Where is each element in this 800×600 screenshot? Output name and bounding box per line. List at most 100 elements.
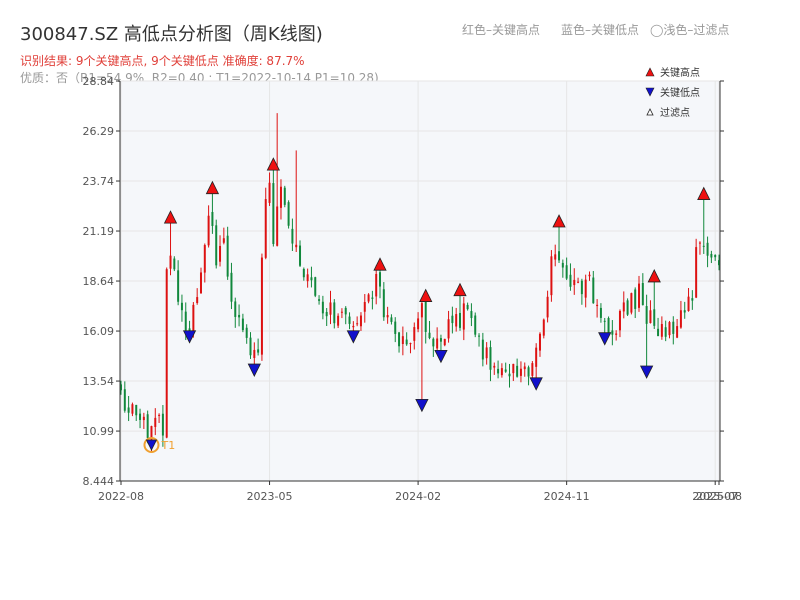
- candle-body: [607, 318, 610, 334]
- candle-body: [268, 182, 271, 203]
- key-high-marker: [419, 288, 433, 302]
- header-legend-filter: ◯浅色–过滤点: [650, 23, 730, 37]
- candle-body: [321, 301, 324, 314]
- candle-body: [634, 289, 637, 309]
- candle-body: [287, 202, 290, 226]
- key-low-marker: [639, 365, 654, 379]
- candle-body: [485, 347, 488, 359]
- candle-body: [439, 338, 442, 342]
- candle-body: [146, 414, 149, 438]
- candle-body: [679, 310, 682, 328]
- candle-body: [139, 413, 142, 420]
- t1-label: T1: [160, 439, 175, 452]
- candle-body: [596, 304, 599, 307]
- candle-body: [508, 373, 511, 377]
- candle-body: [481, 339, 484, 360]
- candle-body: [683, 310, 686, 313]
- key-high-marker: [697, 186, 711, 200]
- key-low-marker: [182, 330, 197, 344]
- markers: T1: [143, 157, 711, 453]
- candle-body: [710, 253, 713, 258]
- candle-body: [626, 300, 629, 315]
- chart-title: 300847.SZ 高低点分析图（周K线图): [20, 24, 323, 45]
- candle-body: [649, 310, 652, 324]
- candle-body: [577, 281, 580, 283]
- key-high-marker: [266, 157, 281, 171]
- candle-body: [184, 311, 187, 331]
- candle-body: [558, 251, 561, 261]
- candle-body: [226, 235, 229, 277]
- t1-ring: [143, 436, 160, 453]
- candle-body: [489, 347, 492, 370]
- candle-body: [420, 303, 423, 318]
- candle-body: [188, 328, 191, 331]
- candle-body: [302, 268, 305, 278]
- candle-body: [310, 277, 313, 281]
- candle-body: [447, 319, 450, 339]
- y-tick-label: 26.29: [83, 125, 115, 138]
- candle-body: [295, 244, 298, 248]
- candle-body: [691, 298, 694, 301]
- candle-body: [241, 318, 244, 331]
- legend-label: 关键高点: [660, 66, 700, 79]
- candle-body: [120, 384, 122, 391]
- candle-body: [196, 297, 199, 303]
- key-low-marker: [598, 332, 612, 346]
- y-tick-label: 8.444: [83, 475, 115, 488]
- candle-body: [333, 302, 336, 324]
- candle-body: [264, 199, 267, 258]
- candle-body: [516, 365, 519, 377]
- candle-body: [653, 309, 656, 326]
- candle-body: [142, 416, 145, 421]
- candle-body: [504, 369, 507, 372]
- candle-body: [531, 363, 534, 376]
- candle-body: [538, 333, 541, 351]
- x-tick-label: 2022-08: [98, 490, 144, 503]
- candle-body: [337, 315, 340, 326]
- legend-low-symbol: [645, 87, 655, 97]
- candle-body: [584, 279, 587, 298]
- candle-body: [314, 277, 317, 296]
- legend-label: 关键低点: [660, 86, 700, 99]
- candle-body: [668, 322, 671, 336]
- candle-body: [554, 254, 557, 260]
- x-tick-label: 2024-02: [395, 490, 441, 503]
- candle-body: [618, 310, 621, 331]
- t1-marker: [145, 439, 158, 451]
- candle-body: [283, 187, 286, 205]
- candle-body: [455, 314, 458, 327]
- candle-body: [211, 211, 214, 226]
- key-high-marker: [453, 282, 467, 297]
- candle-body: [470, 311, 473, 319]
- candle-body: [660, 324, 663, 337]
- candle-body: [356, 323, 359, 325]
- candle-body: [458, 312, 461, 328]
- candle-body: [599, 307, 602, 318]
- candle-body: [630, 293, 633, 313]
- axes: 8.444 10.99 13.54 16.09 18.64 21.19 23.74 26.29…: [83, 75, 742, 503]
- candle-body: [249, 337, 252, 356]
- candle-body: [329, 302, 332, 315]
- candle-body: [279, 186, 282, 208]
- header-legend-low: 蓝色–关键低点: [561, 23, 640, 37]
- y-tick-label: 10.99: [83, 425, 115, 438]
- candle-body: [291, 228, 294, 244]
- candle-body: [550, 256, 553, 296]
- candle-body: [154, 417, 157, 427]
- y-tick-label: 13.54: [83, 375, 115, 388]
- candle-body: [180, 302, 183, 311]
- candle-body: [676, 326, 679, 338]
- candle-body: [615, 333, 618, 335]
- candle-body: [478, 335, 481, 337]
- candle-body: [413, 327, 416, 341]
- candle-body: [375, 273, 378, 297]
- candle-body: [177, 270, 180, 302]
- candle-body: [219, 245, 222, 262]
- candle-body: [664, 327, 667, 337]
- candle-body: [546, 296, 549, 318]
- legend-filter-symbol: [646, 108, 654, 116]
- y-tick-label: 18.64: [83, 275, 115, 288]
- candle-body: [161, 413, 164, 436]
- candle-body: [706, 242, 709, 256]
- key-high-marker: [205, 180, 220, 195]
